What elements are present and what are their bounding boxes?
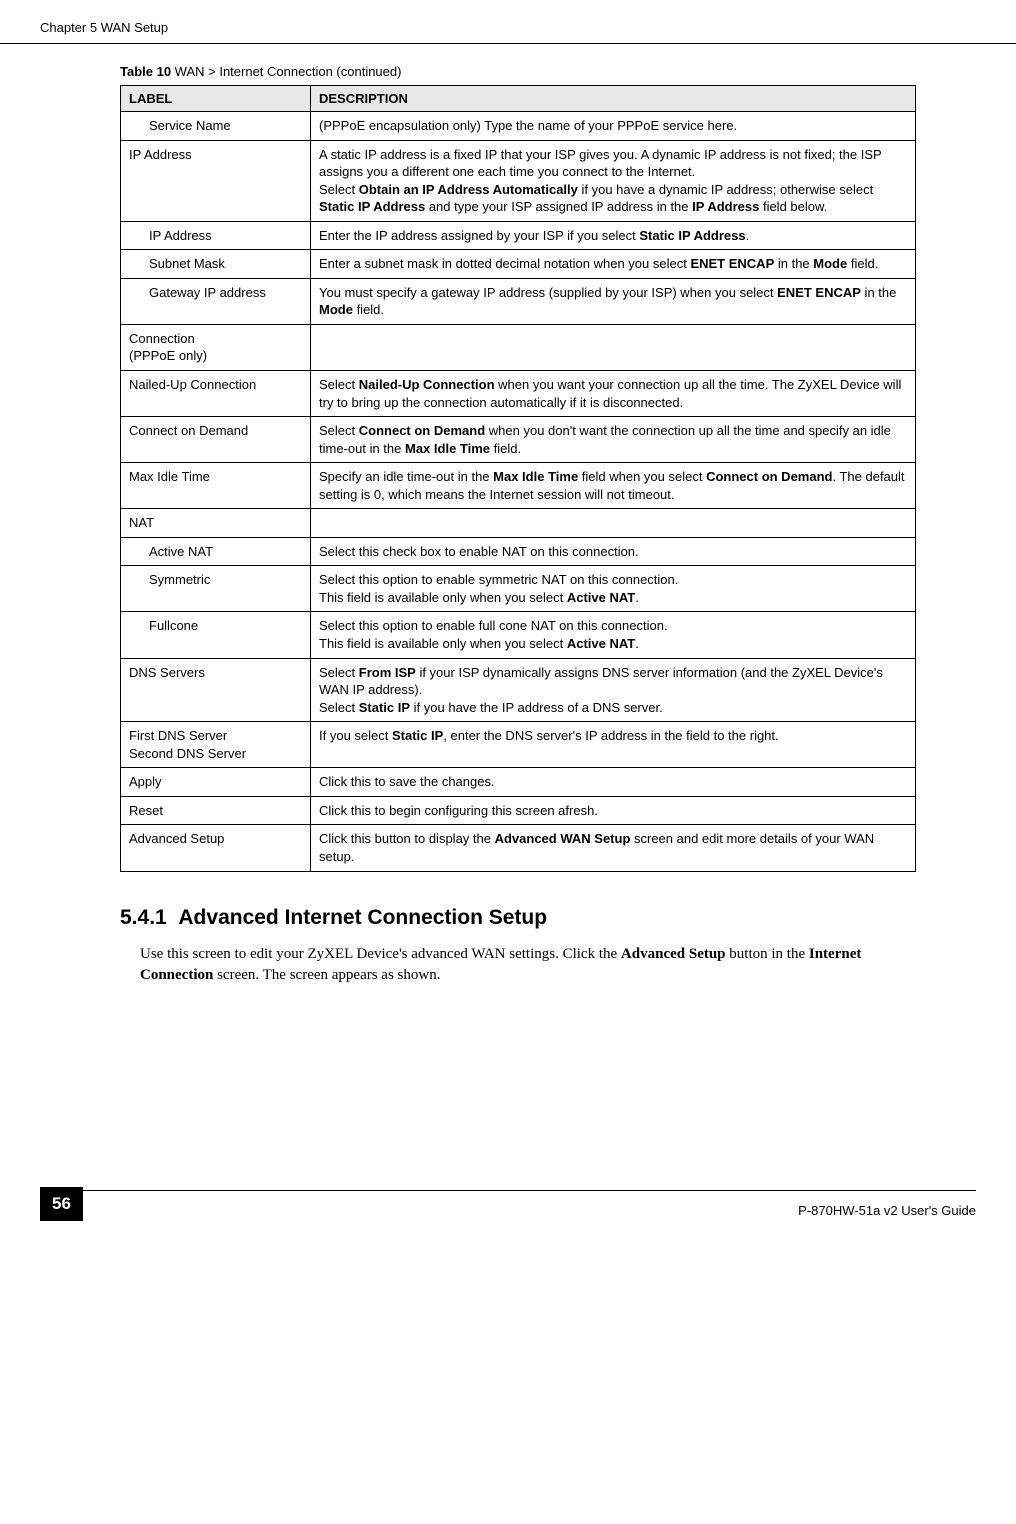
section-title: Advanced Internet Connection Setup xyxy=(178,906,547,929)
row-label: Symmetric xyxy=(121,566,311,612)
row-label: IP Address xyxy=(121,221,311,250)
row-description: (PPPoE encapsulation only) Type the name… xyxy=(311,112,916,141)
page-number: 56 xyxy=(40,1187,83,1221)
footer-guide-text: P-870HW-51a v2 User's Guide xyxy=(790,1203,976,1218)
table-row: Max Idle TimeSpecify an idle time-out in… xyxy=(121,463,916,509)
row-label: Gateway IP address xyxy=(121,278,311,324)
table-row: FullconeSelect this option to enable ful… xyxy=(121,612,916,658)
row-description xyxy=(311,324,916,370)
row-description: Enter a subnet mask in dotted decimal no… xyxy=(311,250,916,279)
row-label: NAT xyxy=(121,509,311,538)
row-description: Select this option to enable symmetric N… xyxy=(311,566,916,612)
row-label: Active NAT xyxy=(121,537,311,566)
table-row: Nailed-Up ConnectionSelect Nailed-Up Con… xyxy=(121,371,916,417)
table-row: DNS ServersSelect From ISP if your ISP d… xyxy=(121,658,916,722)
table-row: Gateway IP addressYou must specify a gat… xyxy=(121,278,916,324)
row-label: Fullcone xyxy=(121,612,311,658)
row-description: Click this button to display the Advance… xyxy=(311,825,916,871)
table-header-label: LABEL xyxy=(121,86,311,112)
row-description: Click this to begin configuring this scr… xyxy=(311,796,916,825)
table-row: Connect on DemandSelect Connect on Deman… xyxy=(121,417,916,463)
table-row: Active NATSelect this check box to enabl… xyxy=(121,537,916,566)
row-description: If you select Static IP, enter the DNS s… xyxy=(311,722,916,768)
row-description: Select From ISP if your ISP dynamically … xyxy=(311,658,916,722)
chapter-title: Chapter 5 WAN Setup xyxy=(40,20,168,35)
table-row: Connection(PPPoE only) xyxy=(121,324,916,370)
row-description xyxy=(311,509,916,538)
table-title-prefix: Table 10 xyxy=(120,64,171,79)
table-row: Subnet MaskEnter a subnet mask in dotted… xyxy=(121,250,916,279)
row-label: Max Idle Time xyxy=(121,463,311,509)
row-description: Select Nailed-Up Connection when you wan… xyxy=(311,371,916,417)
row-label: DNS Servers xyxy=(121,658,311,722)
row-label: Connection(PPPoE only) xyxy=(121,324,311,370)
table-row: Service Name(PPPoE encapsulation only) T… xyxy=(121,112,916,141)
table-title: Table 10 WAN > Internet Connection (cont… xyxy=(120,64,916,79)
row-description: Specify an idle time-out in the Max Idle… xyxy=(311,463,916,509)
table-row: ResetClick this to begin configuring thi… xyxy=(121,796,916,825)
row-description: A static IP address is a fixed IP that y… xyxy=(311,140,916,221)
row-label: Connect on Demand xyxy=(121,417,311,463)
table-row: Advanced SetupClick this button to displ… xyxy=(121,825,916,871)
row-description: You must specify a gateway IP address (s… xyxy=(311,278,916,324)
table-header-description: DESCRIPTION xyxy=(311,86,916,112)
section-number: 5.4.1 xyxy=(120,906,167,929)
section-heading: 5.4.1 Advanced Internet Connection Setup xyxy=(120,906,916,930)
table-row: IP AddressEnter the IP address assigned … xyxy=(121,221,916,250)
table-row: SymmetricSelect this option to enable sy… xyxy=(121,566,916,612)
config-table: LABEL DESCRIPTION Service Name(PPPoE enc… xyxy=(120,85,916,872)
row-description: Click this to save the changes. xyxy=(311,768,916,797)
table-row: NAT xyxy=(121,509,916,538)
table-title-suffix: WAN > Internet Connection (continued) xyxy=(171,64,401,79)
row-label: Nailed-Up Connection xyxy=(121,371,311,417)
row-label: Service Name xyxy=(121,112,311,141)
table-row: IP AddressA static IP address is a fixed… xyxy=(121,140,916,221)
row-description: Select this check box to enable NAT on t… xyxy=(311,537,916,566)
row-description: Select this option to enable full cone N… xyxy=(311,612,916,658)
section-body: Use this screen to edit your ZyXEL Devic… xyxy=(140,944,916,988)
row-description: Select Connect on Demand when you don't … xyxy=(311,417,916,463)
row-label: Apply xyxy=(121,768,311,797)
table-row: First DNS ServerSecond DNS ServerIf you … xyxy=(121,722,916,768)
row-description: Enter the IP address assigned by your IS… xyxy=(311,221,916,250)
row-label: Reset xyxy=(121,796,311,825)
row-label: Advanced Setup xyxy=(121,825,311,871)
row-label: Subnet Mask xyxy=(121,250,311,279)
row-label: IP Address xyxy=(121,140,311,221)
table-row: ApplyClick this to save the changes. xyxy=(121,768,916,797)
row-label: First DNS ServerSecond DNS Server xyxy=(121,722,311,768)
